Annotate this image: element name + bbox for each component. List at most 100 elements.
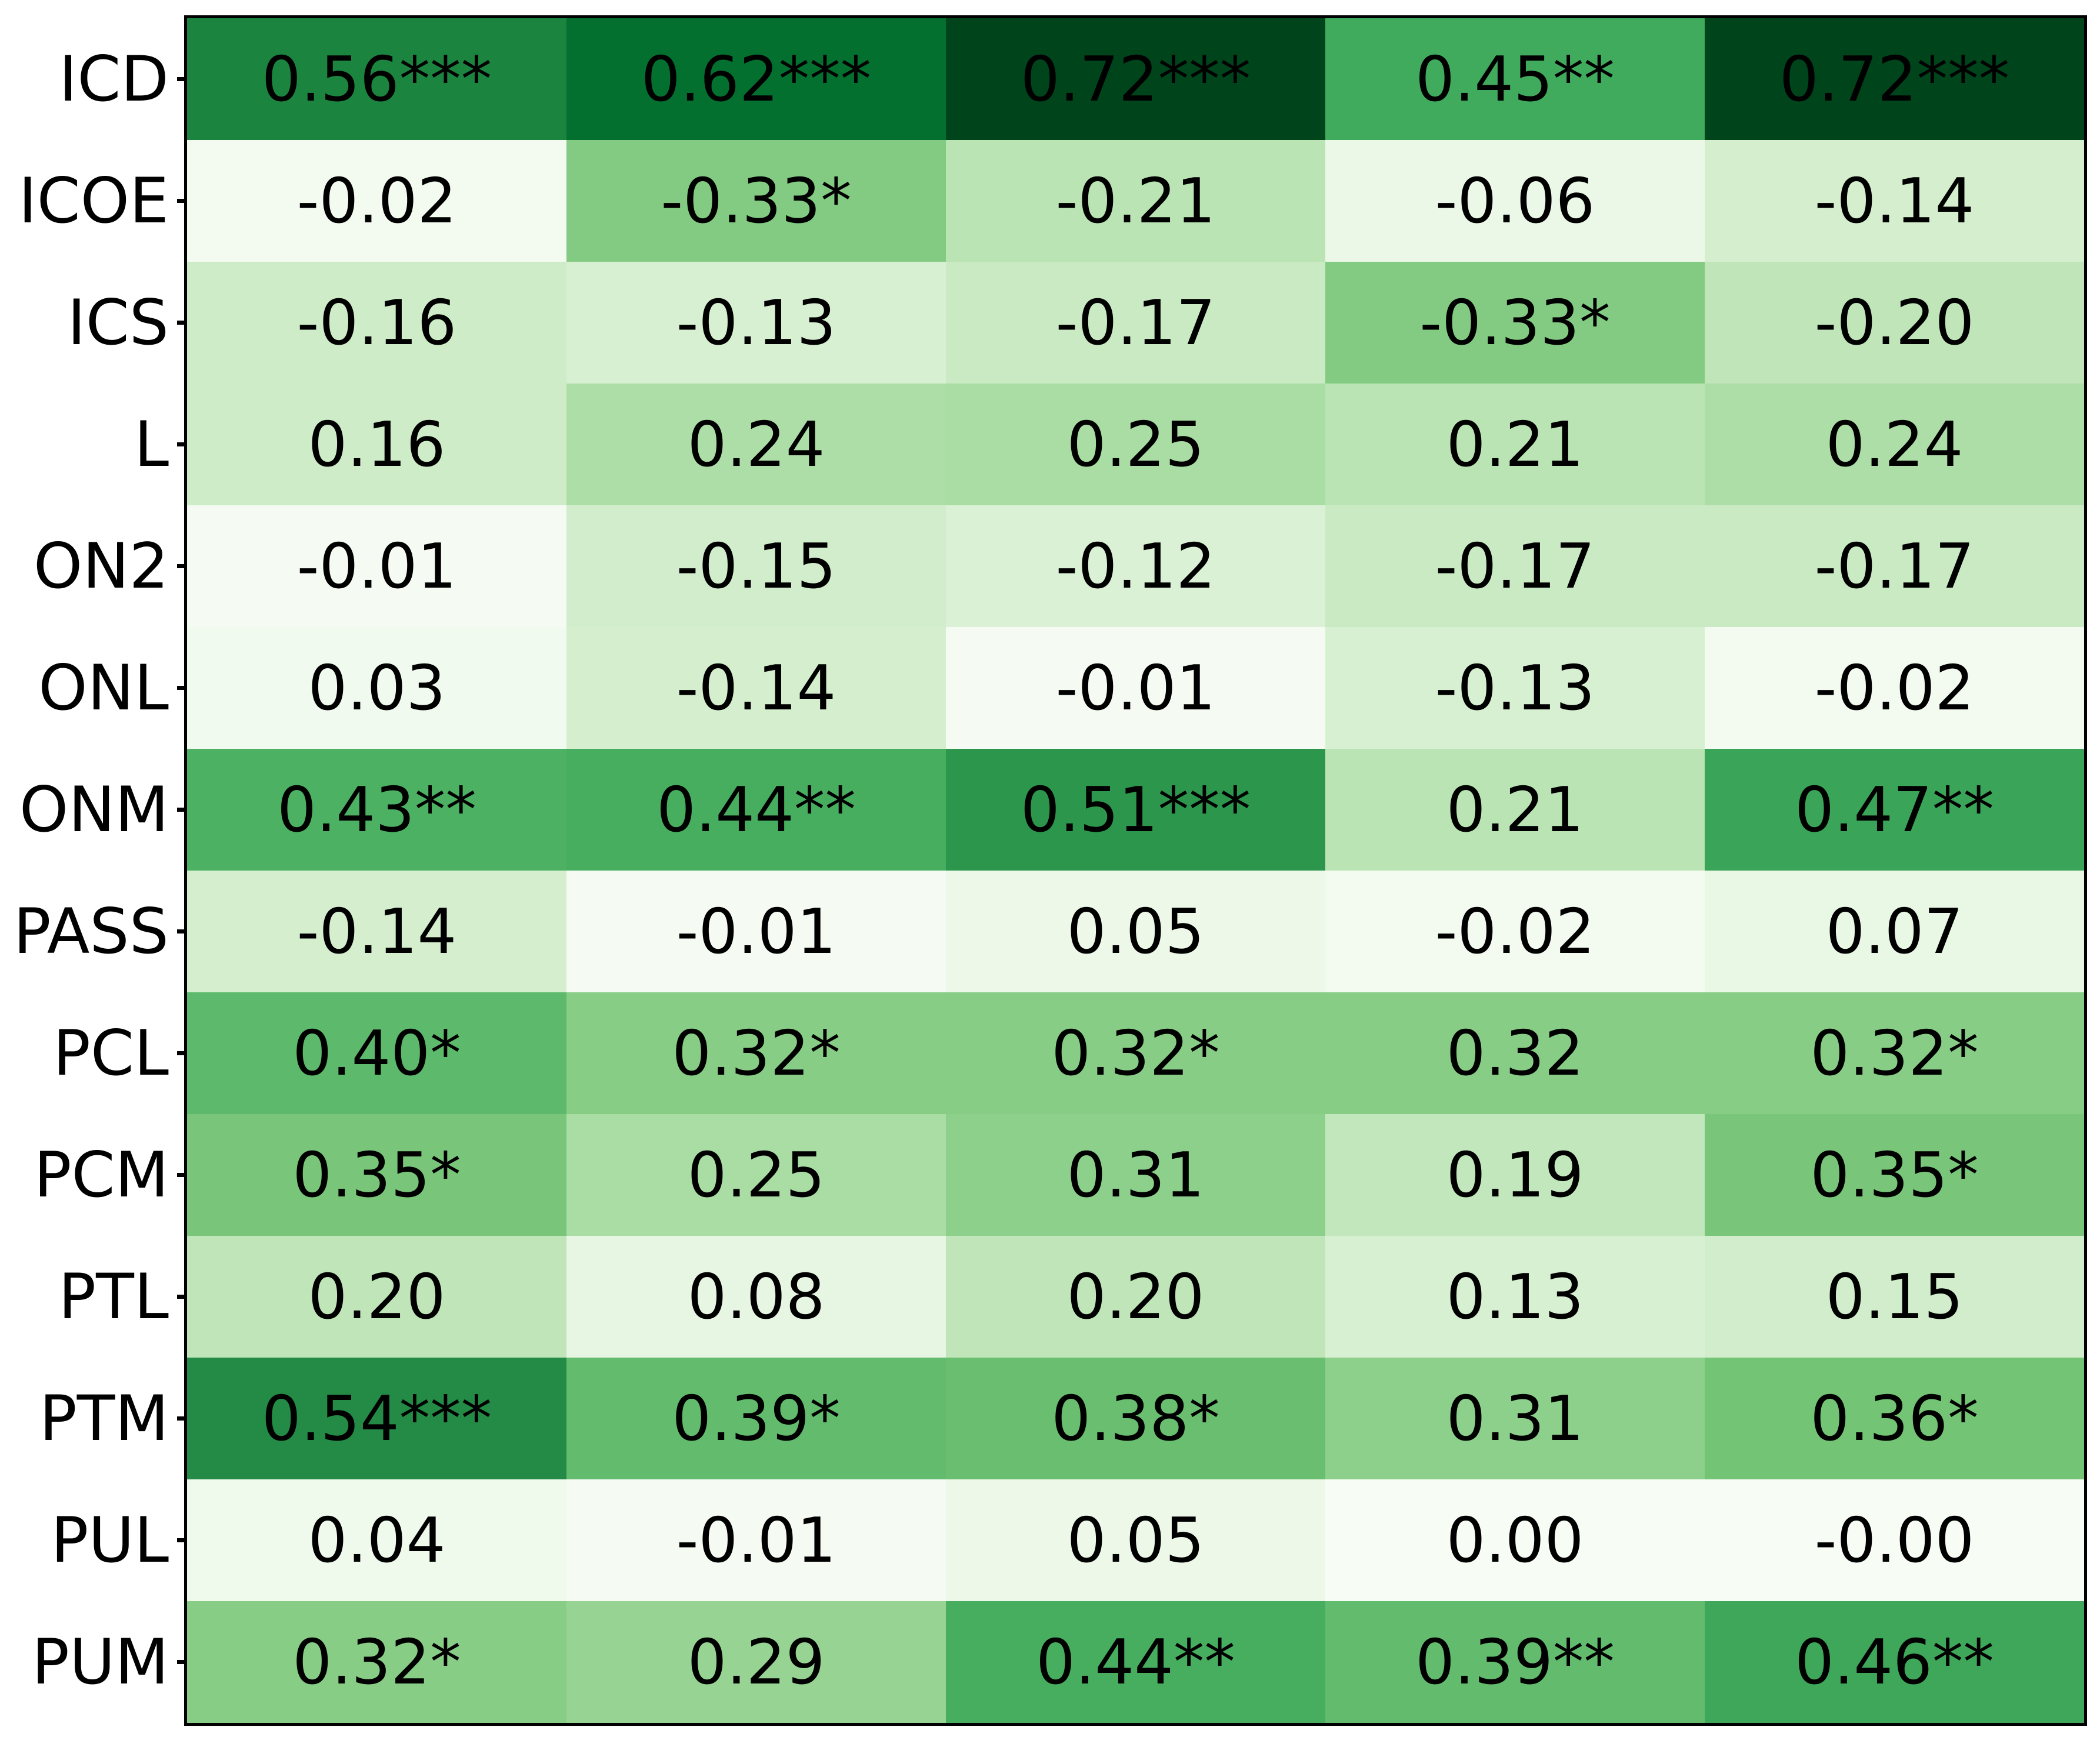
y-tick-ICS [177, 321, 187, 325]
y-tick-ONL [177, 686, 187, 690]
heatmap-cell-PUM-col1: 0.32* [187, 1601, 566, 1723]
heatmap-cell-PUL-col1: 0.04 [187, 1479, 566, 1601]
heatmap-cell-PTL-col4: 0.13 [1325, 1236, 1705, 1358]
heatmap-cell-ICD-col1: 0.56*** [187, 18, 566, 140]
heatmap-cell-PTL-col1: 0.20 [187, 1236, 566, 1358]
heatmap-cell-L-col5: 0.24 [1705, 384, 2084, 505]
y-tick-ON2 [177, 564, 187, 568]
heatmap-cell-PTM-col1: 0.54*** [187, 1358, 566, 1479]
y-tick-PASS [177, 929, 187, 933]
heatmap-cell-PTM-col5: 0.36* [1705, 1358, 2084, 1479]
y-tick-ICD [177, 77, 187, 81]
row-label-ONM: ONM [19, 774, 169, 846]
row-label-ICD: ICD [59, 43, 169, 115]
heatmap-cell-L-col1: 0.16 [187, 384, 566, 505]
heatmap-cell-ONL-col2: -0.14 [566, 627, 946, 749]
heatmap-cell-ONL-col1: 0.03 [187, 627, 566, 749]
heatmap-cell-PCL-col5: 0.32* [1705, 992, 2084, 1114]
heatmap-cell-ONL-col4: -0.13 [1325, 627, 1705, 749]
heatmap-cell-PUL-col2: -0.01 [566, 1479, 946, 1601]
heatmap-cell-ON2-col1: -0.01 [187, 505, 566, 627]
row-label-PASS: PASS [13, 895, 169, 968]
y-tick-PCL [177, 1051, 187, 1055]
heatmap-cell-ICS-col1: -0.16 [187, 262, 566, 384]
row-label-PTL: PTL [58, 1261, 169, 1333]
heatmap-cell-L-col4: 0.21 [1325, 384, 1705, 505]
y-tick-PCM [177, 1173, 187, 1177]
heatmap-cell-PASS-col3: 0.05 [946, 871, 1325, 992]
heatmap-cell-PTM-col4: 0.31 [1325, 1358, 1705, 1479]
heatmap-cell-ICOE-col3: -0.21 [946, 140, 1325, 262]
heatmap-cell-ICS-col4: -0.33* [1325, 262, 1705, 384]
heatmap-cell-ICD-col4: 0.45** [1325, 18, 1705, 140]
heatmap-cell-PCM-col4: 0.19 [1325, 1114, 1705, 1236]
y-tick-PTM [177, 1416, 187, 1421]
heatmap-cell-ICS-col3: -0.17 [946, 262, 1325, 384]
heatmap-cell-ICOE-col5: -0.14 [1705, 140, 2084, 262]
y-tick-PUM [177, 1660, 187, 1664]
y-tick-L [177, 442, 187, 446]
heatmap-cell-ON2-col3: -0.12 [946, 505, 1325, 627]
heatmap-cell-ONM-col1: 0.43** [187, 749, 566, 871]
heatmap-cell-ONL-col5: -0.02 [1705, 627, 2084, 749]
y-tick-PTL [177, 1295, 187, 1299]
heatmap-cell-PUL-col3: 0.05 [946, 1479, 1325, 1601]
y-tick-PUL [177, 1538, 187, 1542]
heatmap-cell-L-col3: 0.25 [946, 384, 1325, 505]
row-label-PUM: PUM [32, 1626, 169, 1698]
heatmap-cell-ONM-col2: 0.44** [566, 749, 946, 871]
heatmap-cell-ICOE-col2: -0.33* [566, 140, 946, 262]
row-label-PCL: PCL [53, 1017, 169, 1089]
heatmap-cell-PCL-col1: 0.40* [187, 992, 566, 1114]
heatmap-cell-ICS-col5: -0.20 [1705, 262, 2084, 384]
heatmap-grid: 0.56*** 0.62*** 0.72*** 0.45** 0.72*** -0.02-… [187, 18, 2084, 1723]
heatmap-cell-PTM-col2: 0.39* [566, 1358, 946, 1479]
heatmap-cell-PCL-col2: 0.32* [566, 992, 946, 1114]
heatmap-cell-ONM-col3: 0.51*** [946, 749, 1325, 871]
heatmap-cell-PUM-col4: 0.39** [1325, 1601, 1705, 1723]
heatmap-cell-PASS-col1: -0.14 [187, 871, 566, 992]
heatmap-cell-PCL-col3: 0.32* [946, 992, 1325, 1114]
heatmap-cell-ON2-col4: -0.17 [1325, 505, 1705, 627]
heatmap-cell-ICS-col2: -0.13 [566, 262, 946, 384]
heatmap-cell-PCL-col4: 0.32 [1325, 992, 1705, 1114]
row-label-PCM: PCM [34, 1139, 169, 1211]
heatmap-cell-PTL-col3: 0.20 [946, 1236, 1325, 1358]
y-tick-ICOE [177, 199, 187, 203]
heatmap-cell-PCM-col2: 0.25 [566, 1114, 946, 1236]
heatmap-cell-PUM-col5: 0.46** [1705, 1601, 2084, 1723]
heatmap-cell-ONM-col4: 0.21 [1325, 749, 1705, 871]
row-label-ONL: ONL [38, 652, 169, 724]
heatmap-cell-PTM-col3: 0.38* [946, 1358, 1325, 1479]
heatmap-cell-ICOE-col4: -0.06 [1325, 140, 1705, 262]
row-label-PTM: PTM [39, 1382, 169, 1455]
heatmap-cell-PASS-col4: -0.02 [1325, 871, 1705, 992]
row-label-ICS: ICS [67, 286, 169, 359]
heatmap-cell-PASS-col2: -0.01 [566, 871, 946, 992]
heatmap-cell-ONL-col3: -0.01 [946, 627, 1325, 749]
heatmap-cell-ICD-col3: 0.72*** [946, 18, 1325, 140]
heatmap-cell-L-col2: 0.24 [566, 384, 946, 505]
heatmap-cell-ONM-col5: 0.47** [1705, 749, 2084, 871]
row-label-ON2: ON2 [33, 530, 169, 602]
y-tick-ONM [177, 808, 187, 812]
heatmap-cell-PCM-col5: 0.35* [1705, 1114, 2084, 1236]
heatmap-cell-PCM-col3: 0.31 [946, 1114, 1325, 1236]
heatmap-cell-PUM-col2: 0.29 [566, 1601, 946, 1723]
heatmap-cell-PASS-col5: 0.07 [1705, 871, 2084, 992]
heatmap-cell-ICD-col5: 0.72*** [1705, 18, 2084, 140]
heatmap-cell-PUM-col3: 0.44** [946, 1601, 1325, 1723]
heatmap-cell-PUL-col5: -0.00 [1705, 1479, 2084, 1601]
heatmap-cell-ON2-col5: -0.17 [1705, 505, 2084, 627]
heatmap-cell-PTL-col5: 0.15 [1705, 1236, 2084, 1358]
row-label-PUL: PUL [51, 1504, 169, 1576]
heatmap-cell-ICD-col2: 0.62*** [566, 18, 946, 140]
heatmap-cell-PCM-col1: 0.35* [187, 1114, 566, 1236]
heatmap-cell-ICOE-col1: -0.02 [187, 140, 566, 262]
heatmap-cell-ON2-col2: -0.15 [566, 505, 946, 627]
heatmap-cell-PTL-col2: 0.08 [566, 1236, 946, 1358]
row-label-L: L [134, 408, 169, 481]
heatmap-cell-PUL-col4: 0.00 [1325, 1479, 1705, 1601]
row-label-ICOE: ICOE [18, 165, 169, 237]
